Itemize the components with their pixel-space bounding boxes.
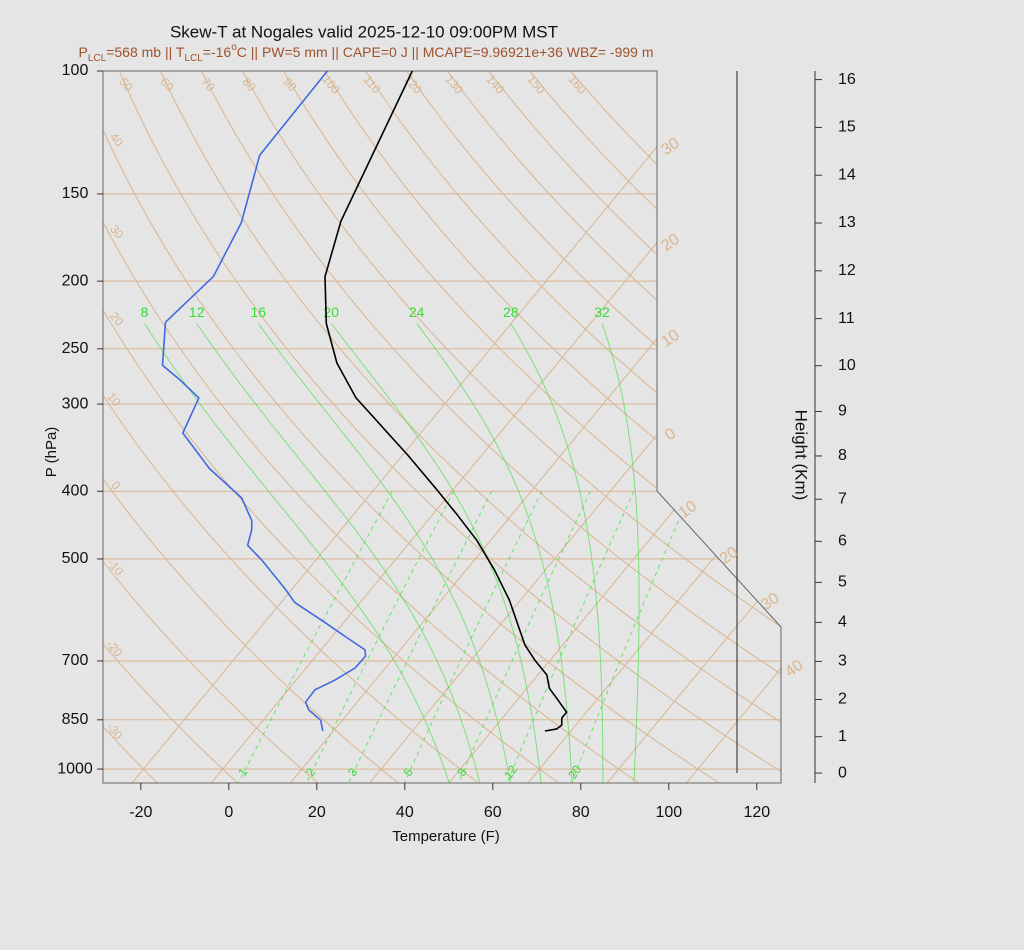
y-tick-label: 300 (62, 395, 89, 412)
x-tick-label: 20 (308, 804, 326, 821)
moist-adiabat-label: 8 (141, 304, 149, 320)
moist-adiabat (330, 323, 542, 783)
dry-adiabat (200, 71, 781, 783)
subtitle-part: =-16 (203, 44, 232, 60)
isotherm (131, 71, 720, 783)
moist-adiabat-label: 16 (250, 304, 266, 320)
y2-tick-label: 6 (838, 533, 847, 550)
y2-tick-label: 3 (838, 653, 847, 670)
y2-tick-label: 16 (838, 71, 856, 88)
mixing-ratio-line (305, 491, 455, 783)
profile-line (161, 70, 367, 732)
moist-adiabat (257, 323, 511, 783)
moist-adiabat (416, 323, 573, 783)
plot-frame (102, 70, 782, 784)
dry-adiabat (159, 71, 781, 783)
y-tick-label: 700 (62, 652, 89, 669)
y2-tick-label: 13 (838, 214, 856, 231)
dry-adiabat (103, 71, 158, 783)
y2-tick-label: 0 (838, 764, 847, 781)
moist-adiabat-label: 28 (503, 304, 519, 320)
dry-adiabat (103, 71, 319, 783)
mixing-ratio-line (237, 491, 393, 783)
dry-adiabat (324, 71, 781, 783)
moist-adiabat (510, 323, 604, 783)
x-tick-label: 0 (224, 804, 233, 821)
y2-tick-label: 14 (838, 166, 856, 183)
moist-adiabat (196, 323, 481, 783)
dry-adiabat (241, 71, 781, 783)
y2-tick-label: 12 (838, 262, 856, 279)
x-tick-label: -20 (129, 804, 152, 821)
subtitle-part: =568 mb || T (106, 44, 185, 60)
dry-adiabat (103, 71, 479, 783)
mixing-ratio-line (506, 491, 635, 783)
dry-adiabat (103, 71, 559, 783)
profile-line (324, 70, 568, 732)
moist-adiabat-label: 20 (323, 304, 339, 320)
y2-tick-label: 10 (838, 357, 856, 374)
subtitle-part: LCL (88, 53, 107, 64)
moist-adiabat-label: 24 (409, 304, 425, 320)
subtitle-part: P (79, 44, 88, 60)
y2-tick-label: 1 (838, 728, 847, 745)
y-tick-label: 100 (62, 62, 89, 79)
y-tick-label: 500 (62, 550, 89, 567)
dry-adiabat (103, 71, 720, 783)
moist-adiabat-label: 32 (594, 304, 610, 320)
x-axis-label: Temperature (F) (392, 828, 500, 845)
subtitle-part: LCL (184, 53, 203, 64)
subtitle: PLCL=568 mb || TLCL=-16oC || PW=5 mm || … (79, 42, 654, 64)
subtitle-part: C || PW=5 mm || CAPE=0 J || MCAPE=9.9692… (237, 44, 654, 60)
dry-adiabat (103, 71, 239, 783)
mixing-ratio-line (571, 491, 692, 783)
x-tick-label: 40 (396, 804, 414, 821)
x-tick-label: 60 (484, 804, 502, 821)
moist-adiabat-label: 12 (189, 304, 205, 320)
dry-adiabat (103, 71, 399, 783)
y2-tick-label: 4 (838, 614, 847, 631)
isotherm (606, 71, 781, 783)
y-tick-label: 400 (62, 483, 89, 500)
x-tick-label: 100 (655, 804, 682, 821)
y2-tick-label: 5 (838, 574, 847, 591)
y-tick-label: 200 (62, 272, 89, 289)
dry-adiabat (283, 71, 781, 783)
moist-adiabat (601, 323, 640, 783)
subtitle-part: o (231, 42, 237, 53)
y2-tick-label: 2 (838, 691, 847, 708)
y-axis-label: P (hPa) (43, 427, 60, 478)
dry-adiabat (365, 71, 781, 783)
y-tick-label: 1000 (57, 760, 93, 777)
y-tick-label: 250 (62, 340, 89, 357)
x-tick-label: 120 (743, 804, 770, 821)
y2-tick-label: 11 (838, 310, 855, 327)
y-tick-label: 150 (62, 185, 89, 202)
dry-adiabat (118, 71, 781, 783)
y2-tick-label: 15 (838, 119, 856, 136)
isotherm (527, 71, 781, 783)
y-tick-label: 850 (62, 711, 89, 728)
x-tick-label: 80 (572, 804, 590, 821)
mixing-ratio-line (403, 491, 543, 783)
y2-axis-label: Height (Km) (792, 410, 811, 501)
y2-tick-label: 7 (838, 490, 847, 507)
chart-title: Skew-T at Nogales valid 2025-12-10 09:00… (170, 22, 558, 41)
y2-tick-label: 9 (838, 403, 847, 420)
mixing-ratio-line (348, 491, 493, 783)
y2-tick-label: 8 (838, 447, 847, 464)
moist-adiabat (144, 323, 450, 783)
